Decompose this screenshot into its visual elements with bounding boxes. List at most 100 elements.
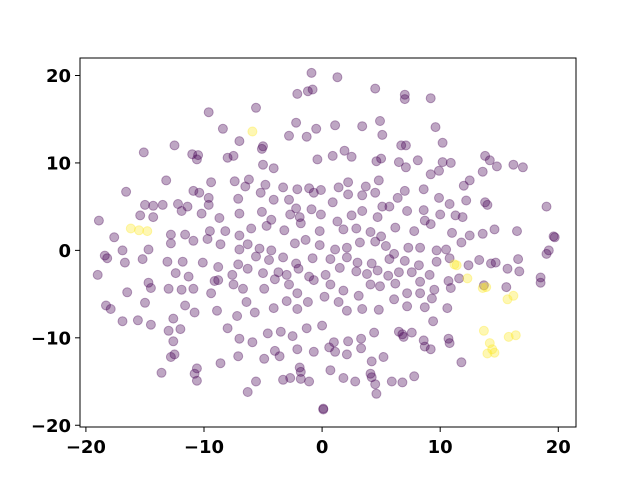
scatter-point: [474, 255, 485, 265]
scatter-point: [228, 279, 239, 290]
scatter-point: [258, 268, 268, 279]
scatter-point: [295, 218, 306, 229]
scatter-point: [366, 258, 377, 269]
scatter-point: [445, 157, 456, 168]
scatter-point: [428, 316, 439, 327]
scatter-point: [327, 197, 338, 208]
scatter-point: [464, 230, 475, 241]
scatter-point: [312, 154, 323, 165]
scatter-point: [419, 215, 430, 226]
scatter-point: [162, 256, 173, 267]
scatter-point: [450, 210, 461, 221]
scatter-point: [215, 239, 226, 250]
scatter-point: [375, 281, 385, 292]
scatter-point: [193, 150, 204, 161]
scatter-point: [217, 123, 228, 134]
scatter-point: [415, 242, 426, 253]
scatter-point: [261, 220, 272, 231]
scatter-point: [281, 296, 292, 307]
scatter-point: [191, 154, 202, 165]
scatter-point: [365, 368, 376, 379]
scatter-point: [332, 72, 343, 83]
scatter-point: [318, 404, 329, 415]
scatter-point: [486, 258, 496, 269]
scatter-point: [535, 277, 546, 288]
scatter-point: [403, 242, 414, 253]
scatter-point: [502, 294, 513, 305]
scatter-point: [307, 253, 318, 264]
scatter-point: [228, 150, 239, 161]
scatter-point: [315, 209, 326, 220]
scatter-point: [341, 242, 352, 253]
scatter-point: [378, 352, 389, 362]
scatter-point: [256, 206, 267, 217]
scatter-point: [390, 278, 401, 289]
scatter-point: [406, 327, 417, 338]
scatter-point: [292, 288, 303, 299]
scatter-point: [246, 223, 257, 234]
scatter-point: [412, 155, 423, 166]
scatter-point: [173, 199, 183, 209]
scatter-point: [176, 206, 187, 216]
scatter-point: [406, 267, 417, 278]
scatter-point: [182, 201, 193, 212]
scatter-point: [366, 372, 377, 383]
scatter-point: [105, 304, 116, 314]
scatter-point: [125, 223, 136, 234]
scatter-point: [389, 248, 400, 259]
scatter-point: [330, 120, 341, 131]
scatter-point: [242, 387, 253, 397]
scatter-point: [430, 122, 441, 133]
scatter-point: [295, 373, 306, 384]
scatter-point: [424, 269, 435, 280]
scatter-point: [456, 237, 467, 248]
scatter-point: [234, 333, 245, 344]
scatter-point: [514, 266, 525, 277]
scatter-point: [397, 329, 408, 340]
scatter-point: [409, 226, 420, 237]
scatter-point: [197, 257, 208, 268]
scatter-point: [275, 326, 286, 337]
scatter-point: [183, 271, 194, 282]
scatter-point: [399, 94, 410, 105]
scatter-point: [157, 199, 168, 210]
scatter-point: [327, 150, 338, 161]
scatter-point: [180, 300, 191, 311]
scatter-point: [196, 208, 207, 219]
scatter-point: [214, 213, 225, 223]
scatter-point: [501, 282, 512, 293]
scatter-point: [203, 199, 214, 210]
scatter-point: [354, 237, 365, 248]
scatter-point: [549, 232, 560, 243]
scatter-point: [365, 227, 376, 237]
scatter-point: [392, 192, 403, 203]
scatter-point: [292, 88, 303, 99]
scatter-point: [222, 323, 233, 334]
scatter-point: [191, 375, 202, 386]
scatter-point: [376, 153, 387, 164]
scatter-point: [490, 257, 501, 268]
scatter-point: [301, 131, 312, 142]
scatter-point: [306, 67, 317, 78]
scatter-point: [456, 357, 467, 368]
scatter-point: [269, 345, 280, 356]
scatter-point: [517, 162, 528, 173]
scatter-point: [101, 300, 111, 311]
scatter-point: [294, 212, 305, 223]
scatter-point: [242, 263, 253, 274]
scatter-point: [350, 376, 361, 387]
scatter-point: [380, 241, 391, 251]
scatter-point: [325, 279, 336, 290]
scatter-point: [117, 245, 128, 256]
scatter-point: [247, 337, 258, 348]
scatter-point: [482, 348, 493, 359]
scatter-point: [258, 159, 268, 170]
scatter-point: [204, 226, 215, 237]
scatter-point: [293, 263, 304, 274]
scatter-point: [369, 327, 380, 338]
scatter-point: [243, 174, 254, 185]
scatter-point: [266, 214, 277, 225]
scatter-point: [232, 311, 243, 321]
scatter-point: [480, 197, 491, 208]
scatter-point: [418, 335, 429, 346]
